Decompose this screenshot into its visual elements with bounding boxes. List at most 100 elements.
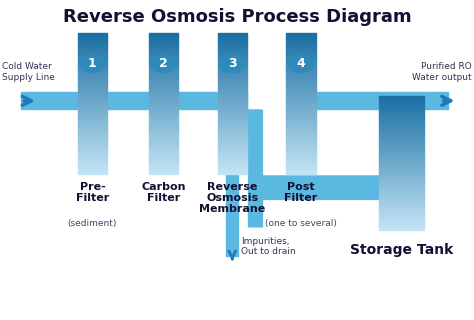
Bar — [78, 169, 107, 172]
Bar — [286, 87, 316, 90]
Bar — [78, 160, 107, 162]
Bar — [379, 130, 424, 132]
Bar — [149, 157, 178, 160]
Bar — [226, 109, 238, 256]
Bar — [78, 68, 107, 71]
Text: Reverse
Osmosis
Membrane: Reverse Osmosis Membrane — [199, 182, 265, 214]
Bar — [286, 57, 316, 59]
Bar — [149, 139, 178, 141]
Bar — [78, 47, 107, 50]
Bar — [286, 47, 316, 50]
Bar — [78, 71, 107, 73]
Bar — [379, 100, 424, 103]
Bar — [149, 66, 178, 68]
Bar — [379, 143, 424, 145]
Bar — [78, 134, 107, 136]
Bar — [379, 172, 424, 174]
Text: Purified RO
Water output: Purified RO Water output — [412, 62, 472, 82]
Bar — [379, 163, 424, 165]
Bar — [379, 125, 424, 127]
Bar — [286, 167, 316, 169]
Bar — [379, 141, 424, 143]
Bar — [149, 99, 178, 101]
Bar — [286, 94, 316, 97]
Bar — [218, 54, 247, 57]
Bar — [379, 123, 424, 125]
Bar — [379, 190, 424, 192]
Bar — [78, 122, 107, 125]
Bar — [286, 68, 316, 71]
Bar — [379, 170, 424, 172]
Bar — [218, 108, 247, 111]
Bar — [149, 125, 178, 127]
Bar — [286, 134, 316, 136]
Bar — [149, 38, 178, 40]
Bar — [149, 155, 178, 157]
Bar — [149, 129, 178, 132]
Bar — [286, 169, 316, 172]
Bar — [379, 159, 424, 161]
Bar — [286, 153, 316, 155]
Bar — [218, 125, 247, 127]
Bar — [149, 76, 178, 78]
Bar — [218, 45, 247, 47]
Bar — [218, 43, 247, 45]
Bar — [78, 150, 107, 153]
Bar — [379, 217, 424, 219]
Bar — [218, 155, 247, 157]
Bar — [286, 143, 316, 146]
Bar — [218, 38, 247, 40]
Bar — [149, 111, 178, 113]
Bar — [379, 139, 424, 141]
Bar — [78, 45, 107, 47]
Bar — [149, 47, 178, 50]
Bar — [379, 107, 424, 109]
Bar — [218, 115, 247, 118]
Bar — [286, 83, 316, 85]
Bar — [379, 121, 424, 123]
Bar — [286, 139, 316, 141]
Bar — [379, 168, 424, 170]
Bar — [78, 143, 107, 146]
Bar — [286, 97, 316, 99]
Bar — [218, 64, 247, 66]
Text: Reverse Osmosis Process Diagram: Reverse Osmosis Process Diagram — [63, 8, 411, 26]
Bar — [218, 83, 247, 85]
Bar — [78, 38, 107, 40]
Bar — [218, 169, 247, 172]
Bar — [218, 101, 247, 104]
Bar — [149, 92, 178, 94]
Circle shape — [288, 55, 314, 72]
Bar — [149, 160, 178, 162]
Bar — [149, 136, 178, 139]
Bar — [379, 112, 424, 114]
Bar — [149, 115, 178, 118]
Bar — [286, 115, 316, 118]
Bar — [218, 61, 247, 64]
Bar — [286, 160, 316, 162]
Bar — [218, 148, 247, 150]
Bar — [78, 162, 107, 164]
Bar — [218, 139, 247, 141]
Bar — [78, 141, 107, 143]
Bar — [78, 85, 107, 87]
Bar — [78, 50, 107, 52]
Bar — [78, 157, 107, 160]
Bar — [379, 208, 424, 210]
Bar — [379, 199, 424, 201]
Bar — [286, 120, 316, 122]
Bar — [286, 148, 316, 150]
Bar — [286, 172, 316, 174]
Bar — [149, 164, 178, 167]
Bar — [218, 47, 247, 50]
Bar — [286, 78, 316, 80]
Bar — [149, 71, 178, 73]
Bar — [379, 98, 424, 100]
Bar — [286, 106, 316, 108]
Bar — [78, 52, 107, 54]
Bar — [218, 71, 247, 73]
Bar — [286, 45, 316, 47]
Bar — [149, 108, 178, 111]
Bar — [379, 219, 424, 221]
Bar — [149, 122, 178, 125]
